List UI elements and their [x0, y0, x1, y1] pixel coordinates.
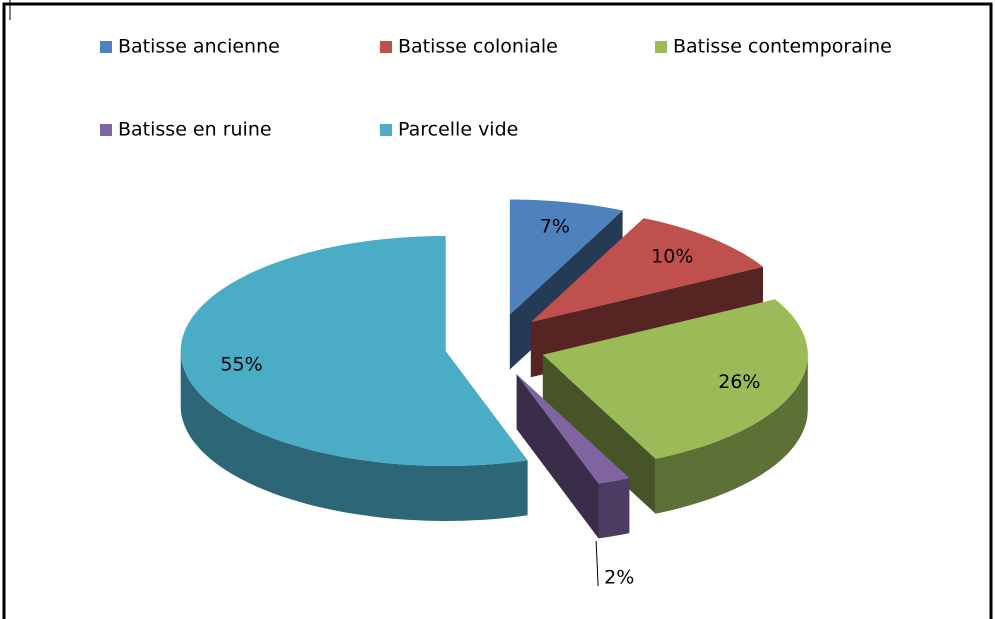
- pie-slice-group: [516, 374, 630, 539]
- pie-slice: [509, 199, 623, 315]
- pie-slice-side: [516, 374, 599, 539]
- legend-label: Batisse coloniale: [398, 36, 558, 58]
- pie-slice: [180, 236, 528, 466]
- legend-label: Batisse contemporaine: [673, 36, 892, 58]
- legend-swatch: [655, 41, 667, 53]
- leader-line: [595, 540, 599, 586]
- legend-swatch: [380, 41, 392, 53]
- pie-slice-wall: [598, 478, 630, 539]
- pie-slice-side: [542, 354, 656, 514]
- legend-swatch: [380, 124, 392, 136]
- legend-label: Batisse en ruine: [118, 119, 272, 141]
- legend-label: Batisse ancienne: [118, 36, 280, 58]
- pie-slice: [530, 218, 763, 323]
- pie-slice-wall: [180, 351, 528, 521]
- pie-slice: [542, 299, 808, 459]
- legend-swatch: [100, 41, 112, 53]
- data-label: 26%: [718, 371, 760, 393]
- legend-label: Parcelle vide: [398, 119, 518, 141]
- pie-slice-group: [180, 236, 528, 521]
- pie-slice-group: [542, 299, 808, 514]
- data-label: 55%: [220, 354, 262, 376]
- pie-slice-wall: [655, 354, 808, 514]
- data-label: 7%: [540, 215, 570, 237]
- data-label: 2%: [604, 566, 634, 588]
- data-label: 10%: [651, 245, 693, 267]
- pie-slice: [516, 374, 630, 484]
- legend-swatch: [100, 124, 112, 136]
